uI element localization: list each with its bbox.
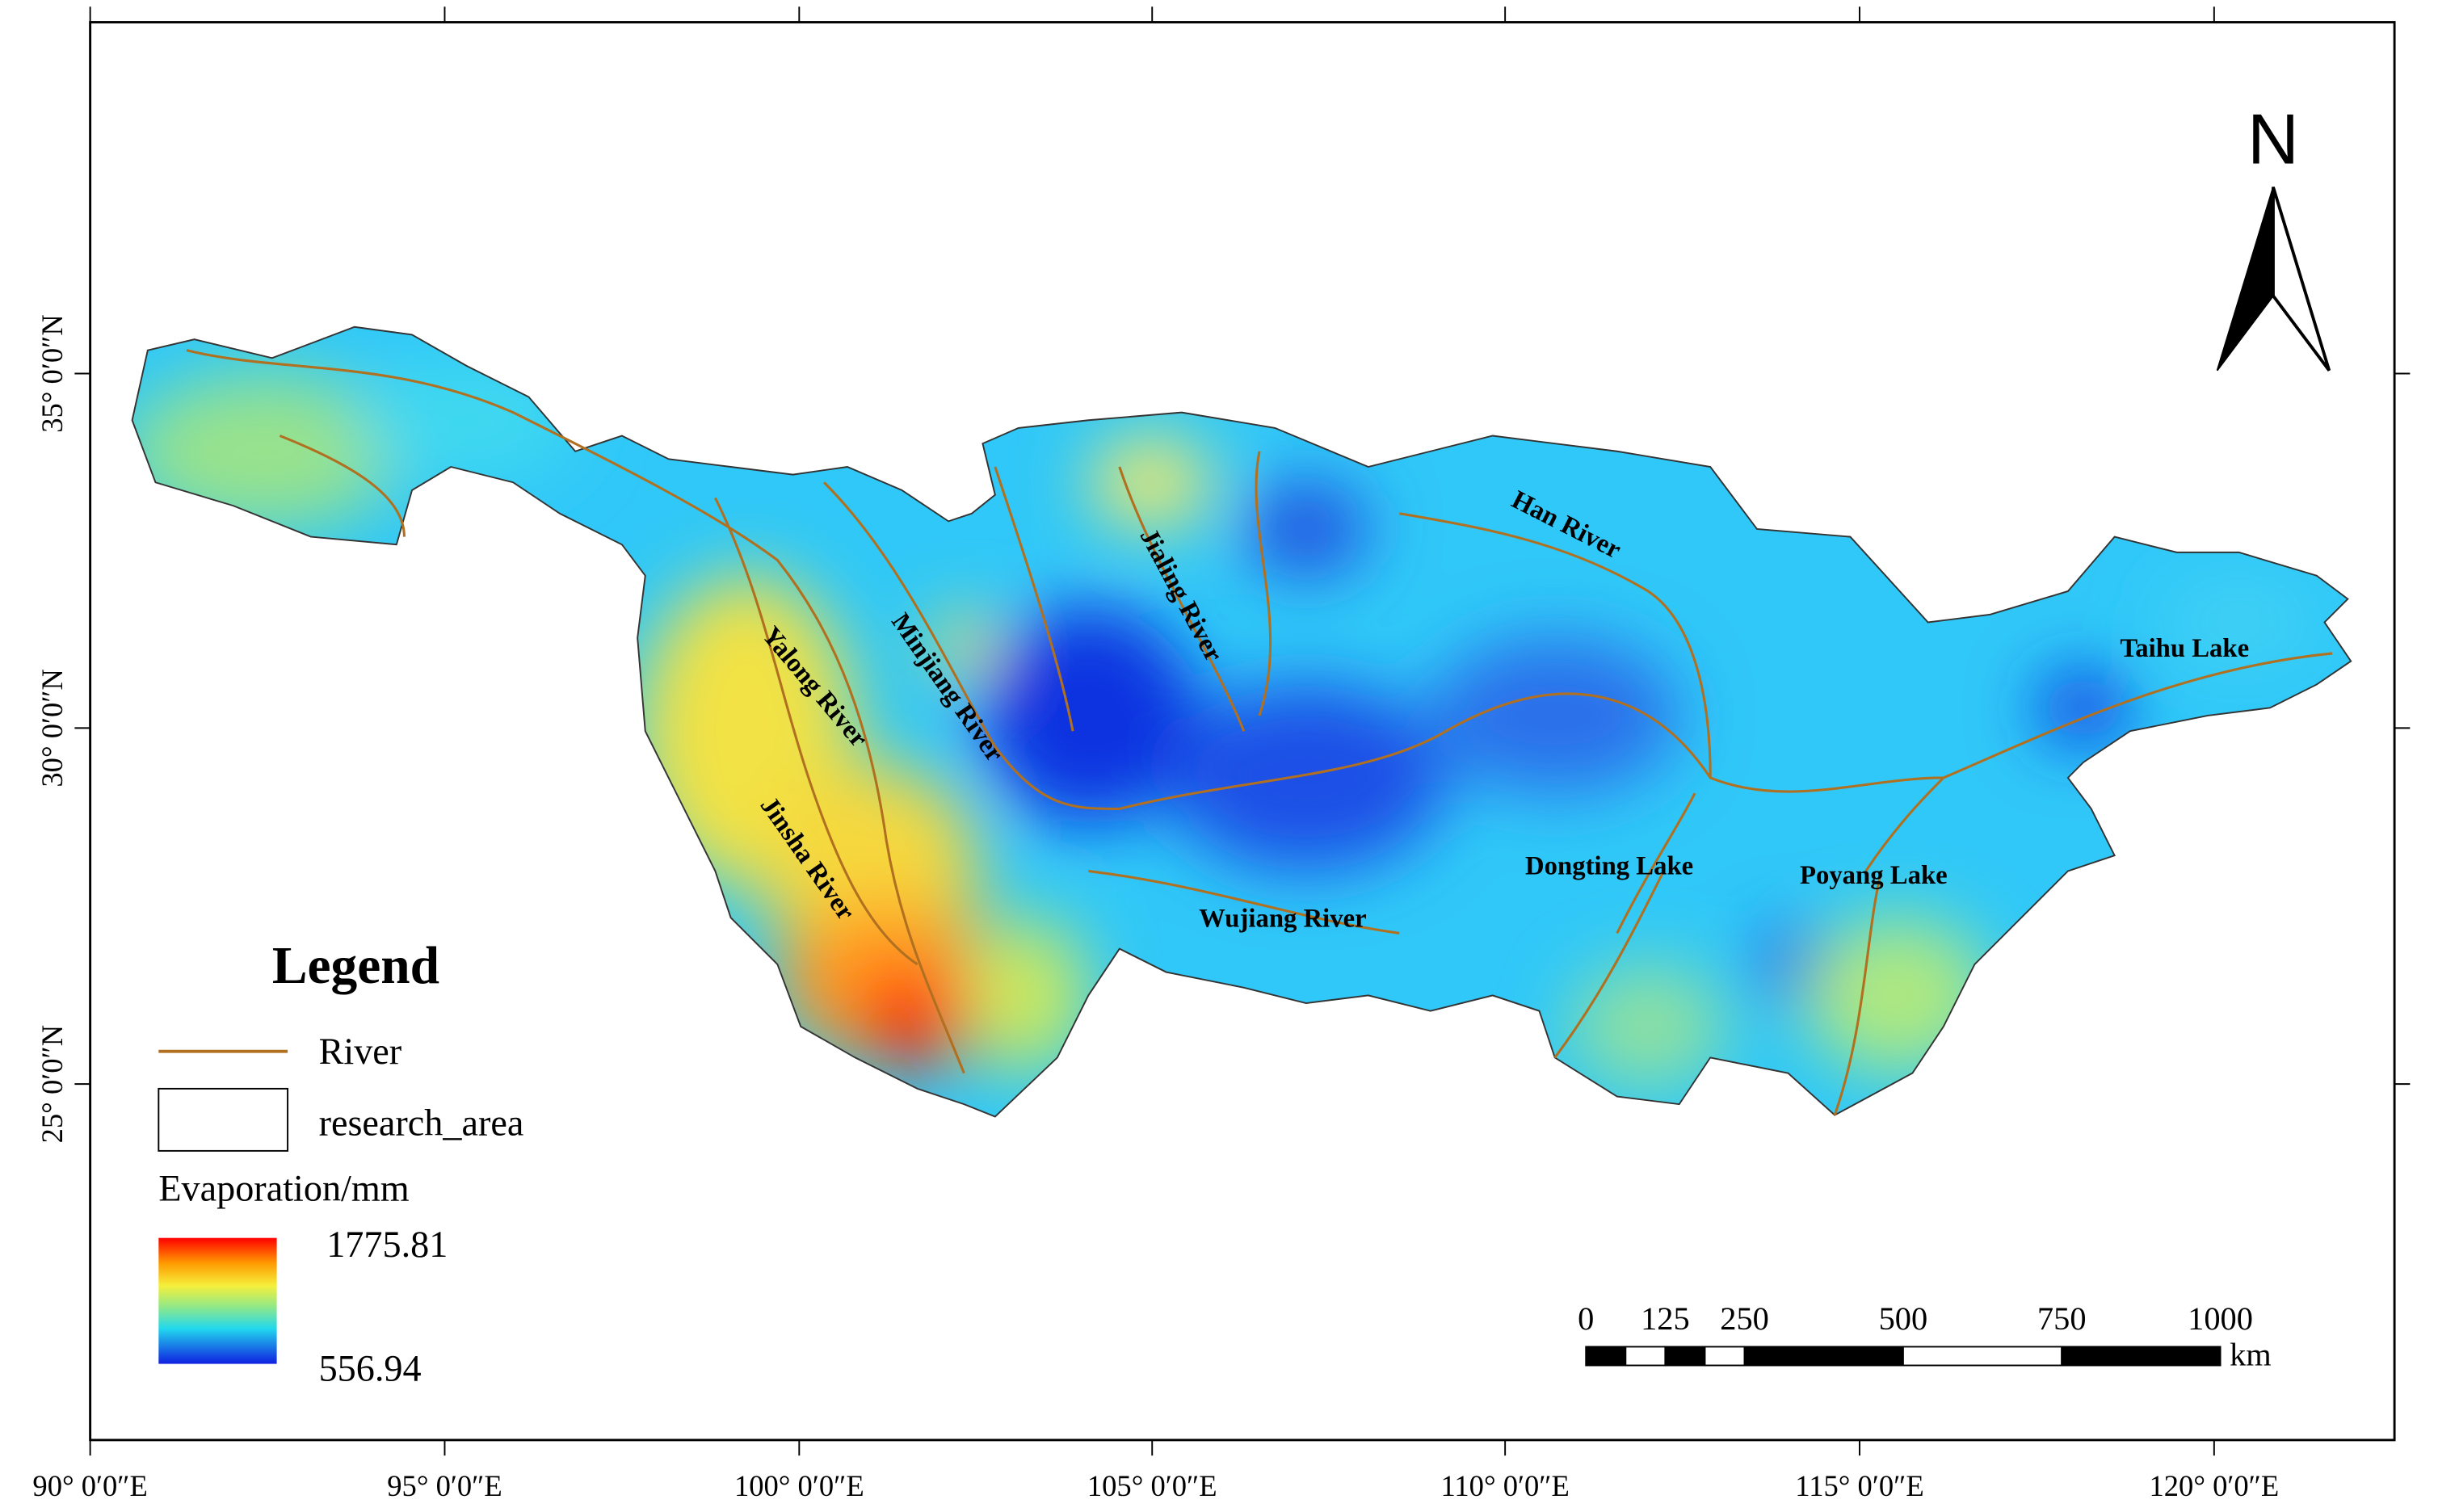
scale-segment [1585, 1346, 1627, 1367]
north-arrow-right [2272, 186, 2331, 372]
place-label: Poyang Lake [1800, 861, 1948, 890]
place-label: Taihu Lake [2120, 634, 2249, 663]
legend-colorbar-title: Evaporation/mm [158, 1167, 409, 1208]
north-label: N [2247, 99, 2299, 179]
colorbar-min: 556.94 [319, 1348, 422, 1389]
scale-label: 0 [1578, 1300, 1594, 1337]
scale-label: 1000 [2188, 1300, 2253, 1337]
north-arrow-left [2216, 187, 2274, 372]
x-tick-label: 110° 0′0″E [1440, 1469, 1569, 1502]
x-tick-label: 115° 0′0″E [1795, 1469, 1923, 1502]
rivers [186, 349, 2333, 1116]
place-label: Dongting Lake [1525, 851, 1693, 880]
scale-segment [1625, 1346, 1667, 1367]
scale-unit: km [2230, 1337, 2272, 1373]
place-label: Wujiang River [1199, 905, 1367, 934]
x-tick-label: 120° 0′0″E [2149, 1469, 2279, 1502]
colorbar [158, 1237, 277, 1364]
scale-label: 125 [1641, 1300, 1690, 1337]
legend-river: River [319, 1031, 402, 1072]
y-tick-label: 25° 0′0″N [36, 1025, 69, 1144]
x-tick-label: 105° 0′0″E [1087, 1469, 1217, 1502]
scale-label: 250 [1720, 1300, 1769, 1337]
x-tick-label: 95° 0′0″E [387, 1469, 502, 1502]
scale-label: 500 [1879, 1300, 1928, 1337]
scale-segment [2061, 1346, 2222, 1367]
scale-segment [1743, 1346, 1904, 1367]
legend-title: Legend [272, 937, 439, 995]
legend-research-area: research_area [319, 1102, 524, 1144]
graticule-ticks: 90° 0′0″E 95° 0′0″E 100° 0′0″E 105° 0′0″E 11… [32, 6, 2411, 1502]
legend-area-swatch [158, 1087, 289, 1152]
map-frame [89, 21, 2396, 1442]
scale-segment [1902, 1346, 2063, 1367]
scale-label: 750 [2037, 1300, 2087, 1337]
y-tick-label: 30° 0′0″N [36, 669, 69, 788]
scale-segment [1664, 1346, 1706, 1367]
y-tick-label: 35° 0′0″N [36, 314, 69, 433]
x-tick-label: 100° 0′0″E [734, 1469, 864, 1502]
scale-segment [1704, 1346, 1746, 1367]
x-tick-label: 90° 0′0″E [32, 1469, 147, 1502]
colorbar-max: 1775.81 [326, 1224, 448, 1265]
